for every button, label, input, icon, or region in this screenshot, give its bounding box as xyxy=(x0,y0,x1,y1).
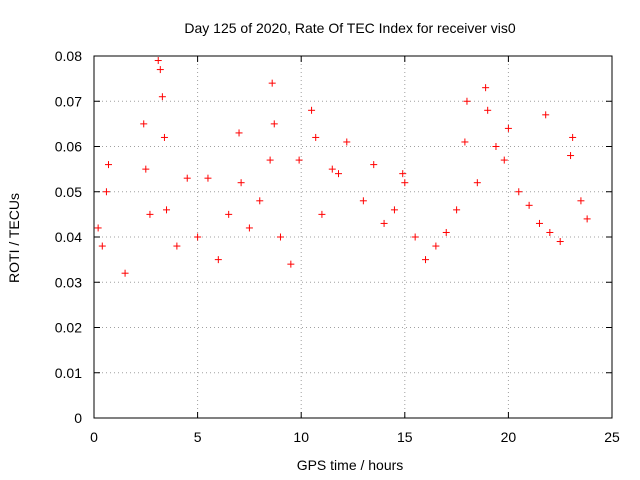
data-point xyxy=(399,170,407,178)
x-axis-ticks: 0 5 10 15 20 25 xyxy=(90,56,620,445)
data-point xyxy=(142,165,150,173)
grid-lines xyxy=(94,56,612,418)
y-tick-label: 0 xyxy=(74,410,82,426)
data-point xyxy=(442,228,450,236)
data-point xyxy=(158,93,166,101)
data-point xyxy=(484,106,492,114)
data-point xyxy=(102,188,110,196)
x-tick-label: 20 xyxy=(501,429,517,445)
data-point xyxy=(235,129,243,137)
data-point xyxy=(276,233,284,241)
data-point xyxy=(194,233,202,241)
data-point xyxy=(225,210,233,218)
x-axis-label: GPS time / hours xyxy=(297,457,404,473)
y-tick-label: 0.02 xyxy=(55,320,82,336)
data-point xyxy=(359,197,367,205)
data-point xyxy=(140,120,148,128)
y-tick-label: 0.05 xyxy=(55,184,82,200)
data-point xyxy=(546,228,554,236)
data-point xyxy=(525,201,533,209)
data-point xyxy=(482,84,490,92)
x-tick-label: 10 xyxy=(293,429,309,445)
y-tick-label: 0.08 xyxy=(55,48,82,64)
data-point xyxy=(401,179,409,187)
data-point xyxy=(245,224,253,232)
y-axis-label: ROTI / TECUs xyxy=(6,193,22,283)
data-point xyxy=(515,188,523,196)
data-point xyxy=(334,170,342,178)
data-point xyxy=(370,161,378,169)
x-tick-label: 25 xyxy=(604,429,620,445)
data-point xyxy=(160,133,168,141)
data-point xyxy=(105,161,113,169)
y-tick-label: 0.07 xyxy=(55,93,82,109)
y-tick-label: 0.04 xyxy=(55,229,82,245)
data-point xyxy=(535,219,543,227)
data-point xyxy=(411,233,419,241)
data-point xyxy=(312,133,320,141)
data-point xyxy=(492,143,500,150)
data-point xyxy=(473,179,481,187)
x-tick-label: 0 xyxy=(90,429,98,445)
data-point xyxy=(183,174,191,182)
data-point xyxy=(390,206,398,214)
data-point xyxy=(237,179,245,187)
data-point xyxy=(295,156,303,164)
data-point xyxy=(154,57,162,65)
y-axis-ticks: 0 0.01 0.02 0.03 0.04 0.05 0.06 0.07 0.08 xyxy=(55,48,612,426)
data-point xyxy=(461,138,469,146)
data-point xyxy=(453,206,461,214)
y-tick-label: 0.03 xyxy=(55,274,82,290)
data-point xyxy=(343,138,351,146)
data-point xyxy=(268,79,276,87)
y-tick-label: 0.01 xyxy=(55,365,82,381)
x-tick-label: 5 xyxy=(194,429,202,445)
data-point xyxy=(583,215,591,223)
data-point xyxy=(156,66,164,74)
data-point xyxy=(318,210,326,218)
data-point xyxy=(556,238,564,246)
data-point xyxy=(422,256,430,264)
data-point xyxy=(567,152,575,160)
data-point xyxy=(163,206,171,214)
data-point xyxy=(256,197,264,205)
data-point xyxy=(287,260,295,268)
data-point xyxy=(577,197,585,205)
y-tick-label: 0.06 xyxy=(55,139,82,155)
chart-title: Day 125 of 2020, Rate Of TEC Index for r… xyxy=(184,20,515,36)
data-point xyxy=(94,224,102,232)
data-point xyxy=(98,242,106,250)
x-tick-label: 15 xyxy=(397,429,413,445)
data-point xyxy=(504,124,512,132)
data-point xyxy=(266,156,274,164)
data-point xyxy=(463,97,471,105)
data-point xyxy=(542,111,550,119)
data-point xyxy=(500,156,508,164)
data-point xyxy=(204,174,212,182)
data-point xyxy=(121,269,129,277)
data-point xyxy=(432,242,440,250)
data-point xyxy=(380,219,388,227)
data-point xyxy=(270,120,278,128)
data-point xyxy=(173,242,181,250)
data-points xyxy=(94,57,591,277)
data-point xyxy=(328,165,336,173)
data-point xyxy=(146,210,154,218)
data-point xyxy=(569,133,577,141)
data-point xyxy=(214,256,222,264)
data-point xyxy=(308,106,316,114)
